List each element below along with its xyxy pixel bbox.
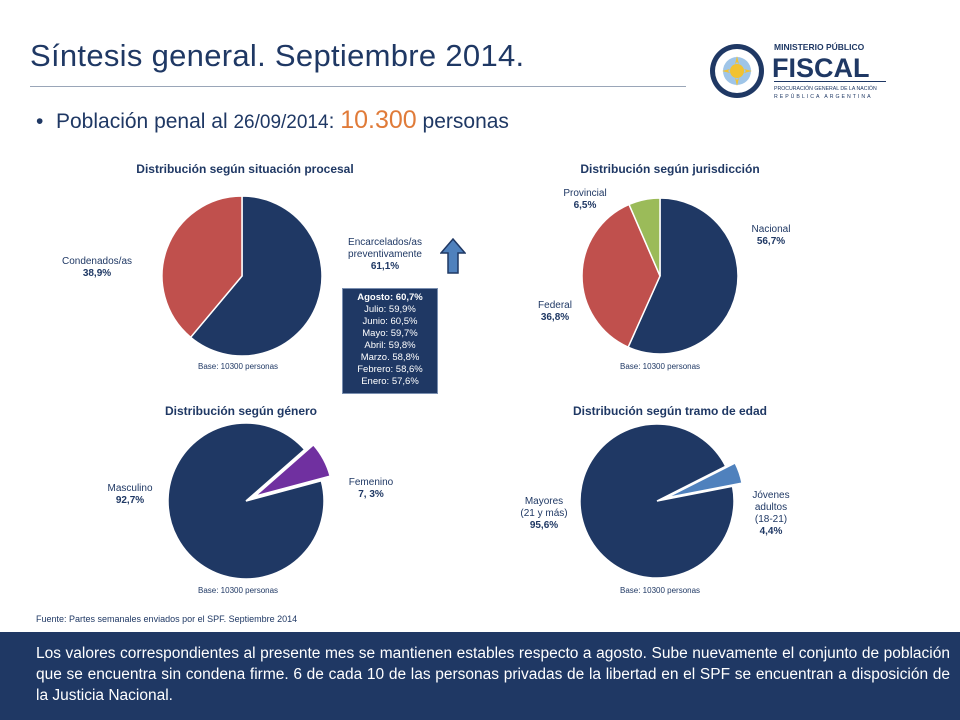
trend-febrero: Febrero: 58,6% [357, 364, 423, 375]
label-jovenes: Jóvenes adultos (18-21) 4,4% [734, 490, 808, 538]
pie-slice-encarcelados-as-preventivamente [189, 195, 323, 357]
chart-title-genero: Distribución según género [164, 404, 317, 418]
summary-colon: : [328, 110, 341, 133]
svg-text:MINISTERIO PÚBLICO: MINISTERIO PÚBLICO [774, 41, 865, 52]
chart-base-jurisdiccion: Base: 10300 personas [620, 362, 701, 371]
trend-enero: Enero: 57,6% [361, 376, 419, 387]
title-divider [30, 86, 686, 87]
chart-title-jurisdiccion: Distribución según jurisdicción [580, 162, 760, 176]
summary-value: 10.300 [340, 106, 417, 134]
trend-mayo: Mayo: 59,7% [362, 328, 418, 339]
page-title: Síntesis general. Septiembre 2014. [30, 38, 525, 73]
pie-slice-nacional [627, 197, 739, 355]
pie-slice-jóvenes-adultos-18-21 [666, 461, 743, 499]
label-jovenes-line3: (18-21) [754, 514, 788, 525]
pie-slice-femenino [254, 443, 332, 498]
label-jovenes-line1: Jóvenes [752, 490, 790, 501]
label-federal-value: 36,8% [540, 312, 570, 323]
pie-chart-genero [167, 422, 332, 580]
label-masculino-value: 92,7% [115, 495, 145, 506]
label-encarcelados-line1: Encarcelados/as [348, 237, 422, 248]
summary-label: Población penal al [56, 110, 234, 133]
trend-agosto: Agosto: 60,7% [357, 292, 423, 303]
chart-title-situacion: Distribución según situación procesal [136, 162, 354, 176]
pie-slice-masculino [167, 422, 325, 580]
label-jovenes-line2: adultos [754, 502, 788, 513]
svg-text:REPÚBLICA ARGENTINA: REPÚBLICA ARGENTINA [774, 93, 873, 100]
trend-abril: Abril: 59,8% [364, 340, 416, 351]
population-summary: • Población penal al 26/09/2014: 10.300 p… [36, 106, 509, 135]
label-femenino-value: 7, 3% [358, 489, 384, 500]
label-jovenes-value: 4,4% [759, 526, 783, 537]
pie-chart-edad [579, 423, 743, 579]
pie-slice-condenados-as [161, 195, 243, 339]
label-masculino-line1: Masculino [107, 483, 153, 494]
label-nacional: Nacional 56,7% [733, 224, 809, 248]
pie-chart-situacion [161, 195, 323, 357]
arrow-up-icon [440, 238, 466, 274]
trend-julio: Julio: 59,9% [364, 304, 416, 315]
label-federal-line1: Federal [538, 300, 572, 311]
bullet-dot: • [36, 110, 44, 133]
label-mayores-line1: Mayores [524, 496, 564, 507]
label-femenino-line1: Femenino [348, 477, 394, 488]
footer-summary: Los valores correspondientes al presente… [0, 632, 960, 720]
ministerio-publico-fiscal-logo: MINISTERIO PÚBLICO FISCAL PROCURACIÓN GE… [710, 41, 886, 100]
label-mayores-line2: (21 y más) [520, 508, 568, 519]
monthly-trend-box: Agosto: 60,7% Julio: 59,9% Junio: 60,5% … [342, 288, 438, 394]
trend-marzo: Marzo. 58,8% [360, 352, 420, 363]
label-provincial-value: 6,5% [573, 200, 597, 211]
chart-base-genero: Base: 10300 personas [198, 586, 279, 595]
label-nacional-value: 56,7% [756, 236, 786, 247]
chart-base-edad: Base: 10300 personas [620, 586, 701, 595]
label-federal: Federal 36,8% [522, 300, 588, 324]
pie-chart-jurisdiccion [581, 197, 739, 355]
label-masculino: Masculino 92,7% [88, 483, 172, 507]
summary-unit: personas [416, 110, 509, 133]
pie-slice-federal [581, 203, 661, 349]
chart-base-situacion: Base: 10300 personas [198, 362, 279, 371]
label-condenados-line1: Condenados/as [61, 256, 133, 267]
pie-slice-provincial [628, 197, 661, 277]
pie-slice-mayores-21-y-más [579, 423, 735, 579]
svg-text:FISCAL: FISCAL [772, 53, 870, 83]
label-encarcelados-line2: preventivamente [348, 249, 422, 260]
label-mayores-value: 95,6% [529, 520, 559, 531]
trend-junio: Junio: 60,5% [362, 316, 418, 327]
label-condenados-value: 38,9% [82, 268, 112, 279]
label-provincial: Provincial 6,5% [548, 188, 622, 212]
label-condenados: Condenados/as 38,9% [42, 256, 152, 280]
summary-date: 26/09/2014 [233, 112, 329, 133]
label-femenino: Femenino 7, 3% [334, 477, 408, 501]
chart-title-edad: Distribución según tramo de edad [572, 404, 768, 418]
label-encarcelados-value: 61,1% [370, 261, 400, 272]
source-note: Fuente: Partes semanales enviados por el… [36, 614, 298, 624]
label-provincial-line1: Provincial [563, 188, 607, 199]
label-nacional-line1: Nacional [751, 224, 791, 235]
label-encarcelados: Encarcelados/as preventivamente 61,1% [330, 237, 440, 273]
label-mayores: Mayores (21 y más) 95,6% [502, 496, 586, 532]
svg-text:PROCURACIÓN GENERAL DE LA NACI: PROCURACIÓN GENERAL DE LA NACIÓN [774, 85, 877, 92]
